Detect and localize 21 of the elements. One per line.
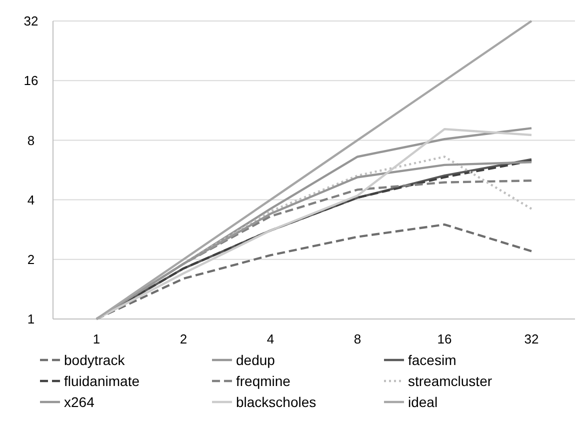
legend-label: x264 bbox=[64, 394, 95, 410]
x-tick-label: 32 bbox=[524, 332, 539, 347]
x-tick-label: 4 bbox=[266, 332, 274, 347]
legend-label: bodytrack bbox=[64, 352, 126, 368]
legend-label: freqmine bbox=[236, 372, 291, 389]
y-tick-label: 32 bbox=[24, 14, 38, 29]
x-tick-label: 8 bbox=[354, 332, 362, 347]
x-tick-label: 2 bbox=[180, 332, 188, 347]
legend-label: blackscholes bbox=[236, 394, 316, 410]
y-tick-label: 4 bbox=[27, 192, 35, 208]
legend-label: facesim bbox=[408, 352, 456, 368]
legend-label: streamcluster bbox=[408, 372, 492, 389]
x-tick-label: 16 bbox=[437, 332, 452, 347]
y-tick-label: 1 bbox=[27, 312, 35, 327]
legend-label: fluidanimate bbox=[64, 372, 140, 389]
legend-label: ideal bbox=[408, 394, 438, 410]
y-tick-label: 2 bbox=[27, 252, 35, 267]
y-tick-label: 8 bbox=[27, 132, 35, 148]
y-tick-label: 16 bbox=[24, 73, 38, 88]
legend-label: dedup bbox=[236, 352, 276, 368]
x-tick-label: 1 bbox=[92, 332, 100, 347]
